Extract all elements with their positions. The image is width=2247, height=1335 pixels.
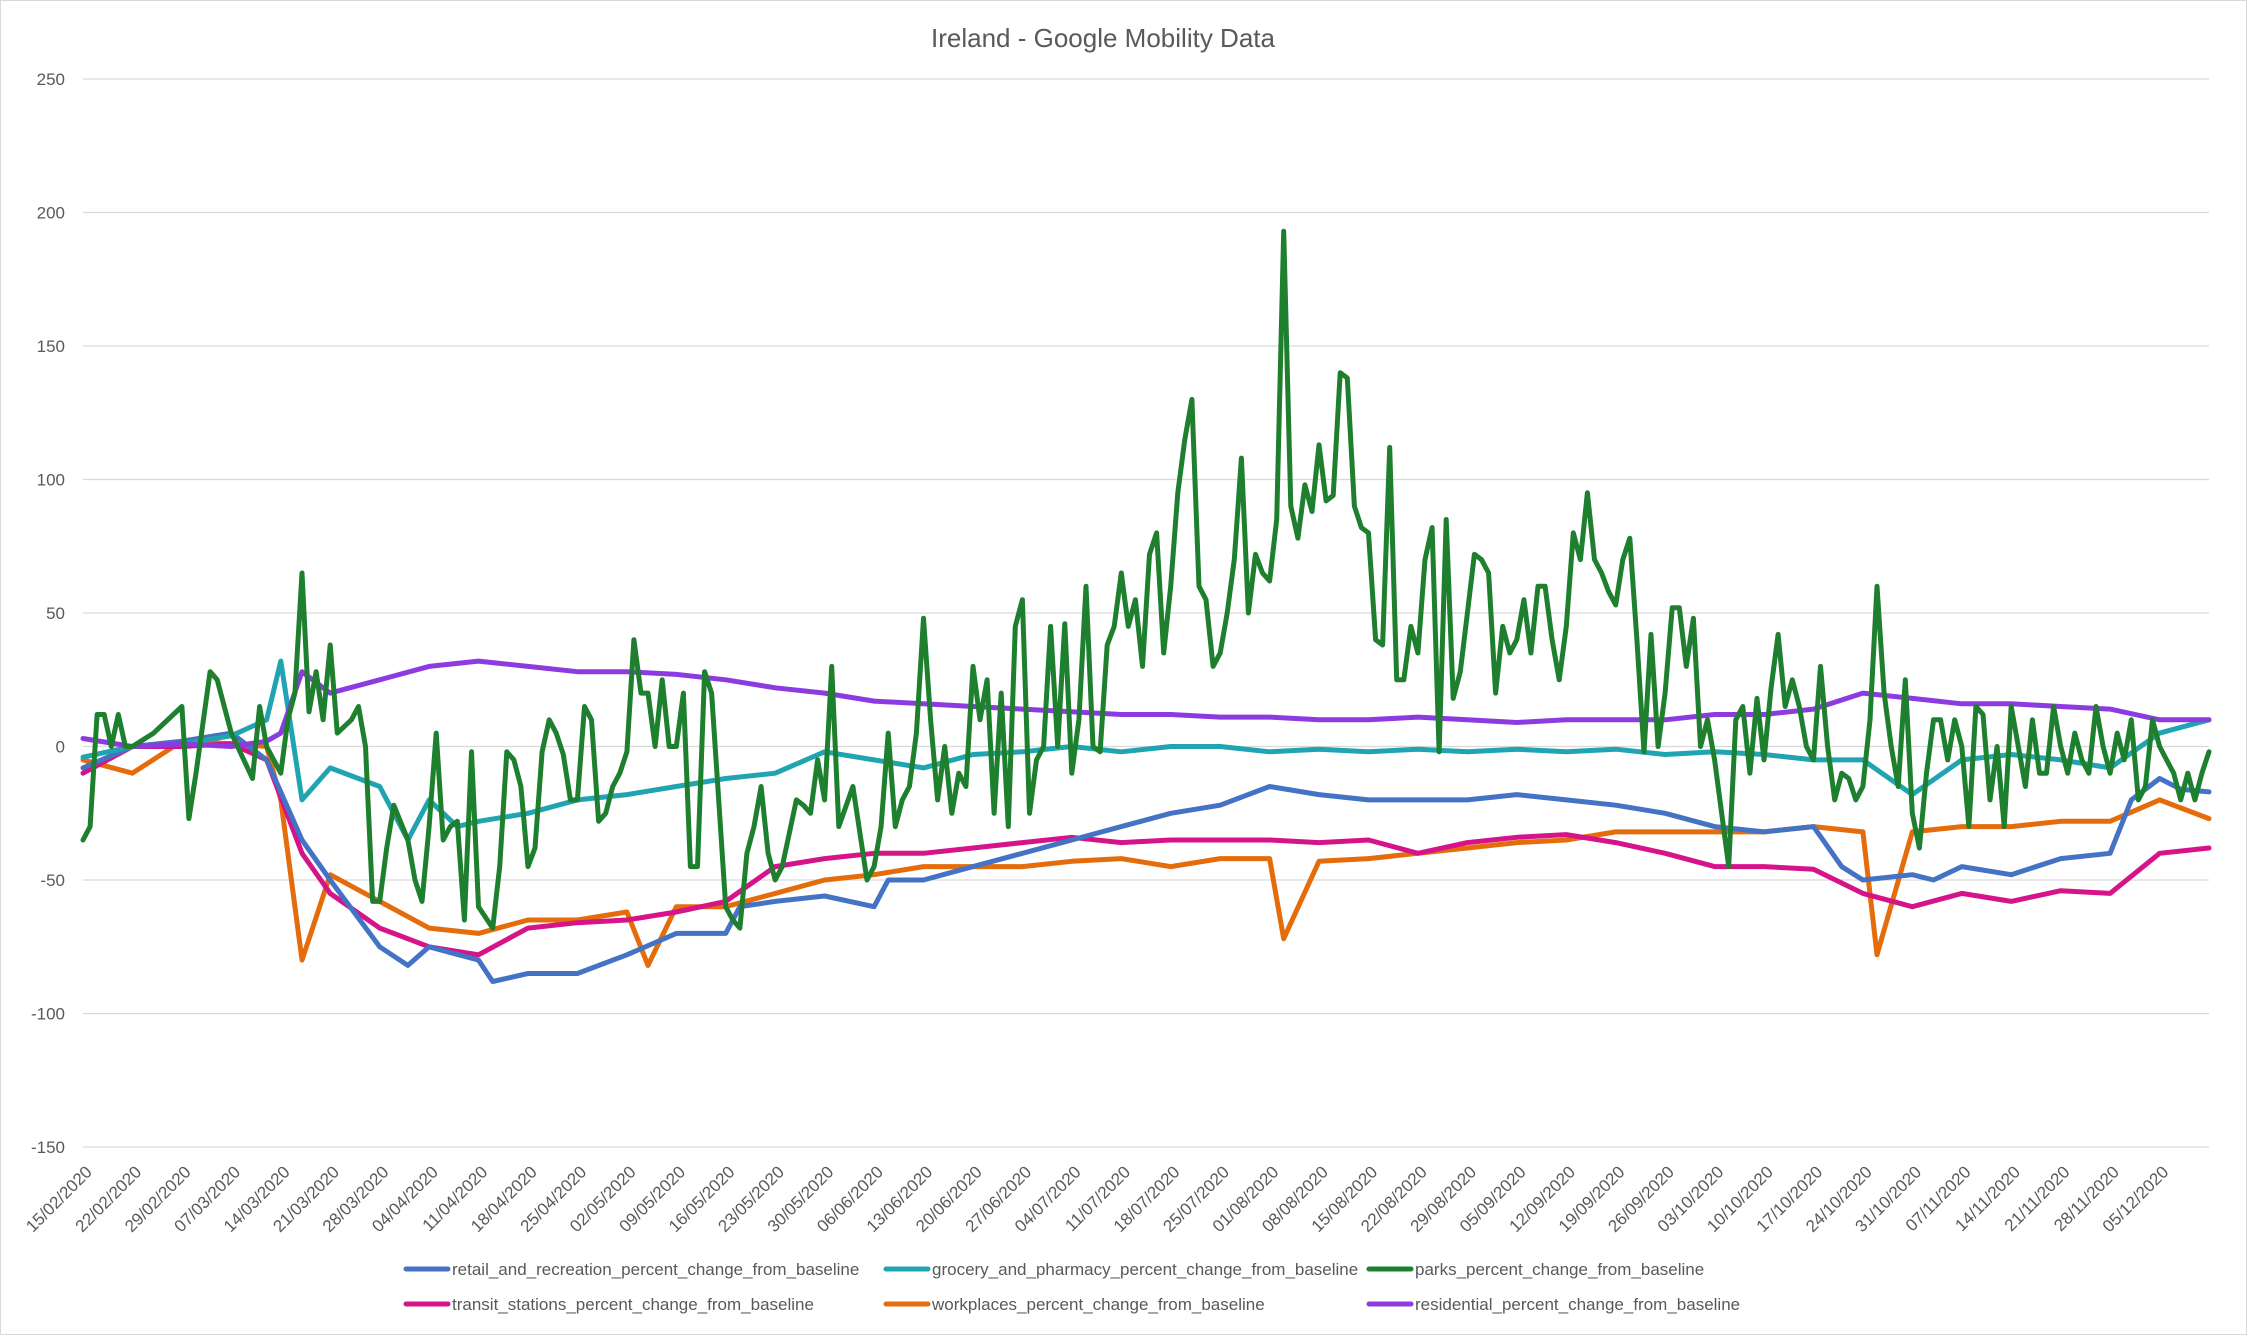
series-line-grocery xyxy=(80,658,2212,843)
y-tick-label: 0 xyxy=(56,738,65,757)
series-line-transit xyxy=(80,741,2212,958)
y-tick-label: 150 xyxy=(37,337,65,356)
legend-label: retail_and_recreation_percent_change_fro… xyxy=(452,1260,859,1279)
legend-label: workplaces_percent_change_from_baseline xyxy=(931,1295,1265,1314)
legend-item: parks_percent_change_from_baseline xyxy=(1366,1260,1704,1279)
legend-label: residential_percent_change_from_baseline xyxy=(1415,1295,1740,1314)
series-lines xyxy=(80,228,2212,984)
legend: retail_and_recreation_percent_change_fro… xyxy=(403,1260,1740,1314)
y-tick-label: 250 xyxy=(37,70,65,89)
legend-label: parks_percent_change_from_baseline xyxy=(1415,1260,1704,1279)
legend-item: retail_and_recreation_percent_change_fro… xyxy=(403,1260,859,1279)
y-tick-label: -100 xyxy=(31,1005,65,1024)
legend-item: grocery_and_pharmacy_percent_change_from… xyxy=(883,1260,1358,1279)
y-tick-label: -50 xyxy=(40,871,65,890)
series-line-parks xyxy=(80,228,2212,931)
legend-label: grocery_and_pharmacy_percent_change_from… xyxy=(932,1260,1358,1279)
legend-item: residential_percent_change_from_baseline xyxy=(1366,1295,1740,1314)
legend-label: transit_stations_percent_change_from_bas… xyxy=(452,1295,814,1314)
legend-item: workplaces_percent_change_from_baseline xyxy=(883,1295,1265,1314)
chart-title: Ireland - Google Mobility Data xyxy=(931,23,1275,53)
y-tick-label: 50 xyxy=(46,604,65,623)
series-line-residential xyxy=(80,658,2212,749)
y-tick-label: -150 xyxy=(31,1138,65,1157)
legend-item: transit_stations_percent_change_from_bas… xyxy=(403,1295,814,1314)
y-tick-label: 200 xyxy=(37,204,65,223)
y-tick-label: 100 xyxy=(37,471,65,490)
series-line-retail xyxy=(80,730,2212,984)
x-axis-ticks: 15/02/202022/02/202029/02/202007/03/2020… xyxy=(22,1162,2172,1236)
series-line-workplaces xyxy=(80,738,2212,968)
y-axis-ticks: 250 200 150 100 50 0 -50 -100 -150 xyxy=(31,70,65,1157)
